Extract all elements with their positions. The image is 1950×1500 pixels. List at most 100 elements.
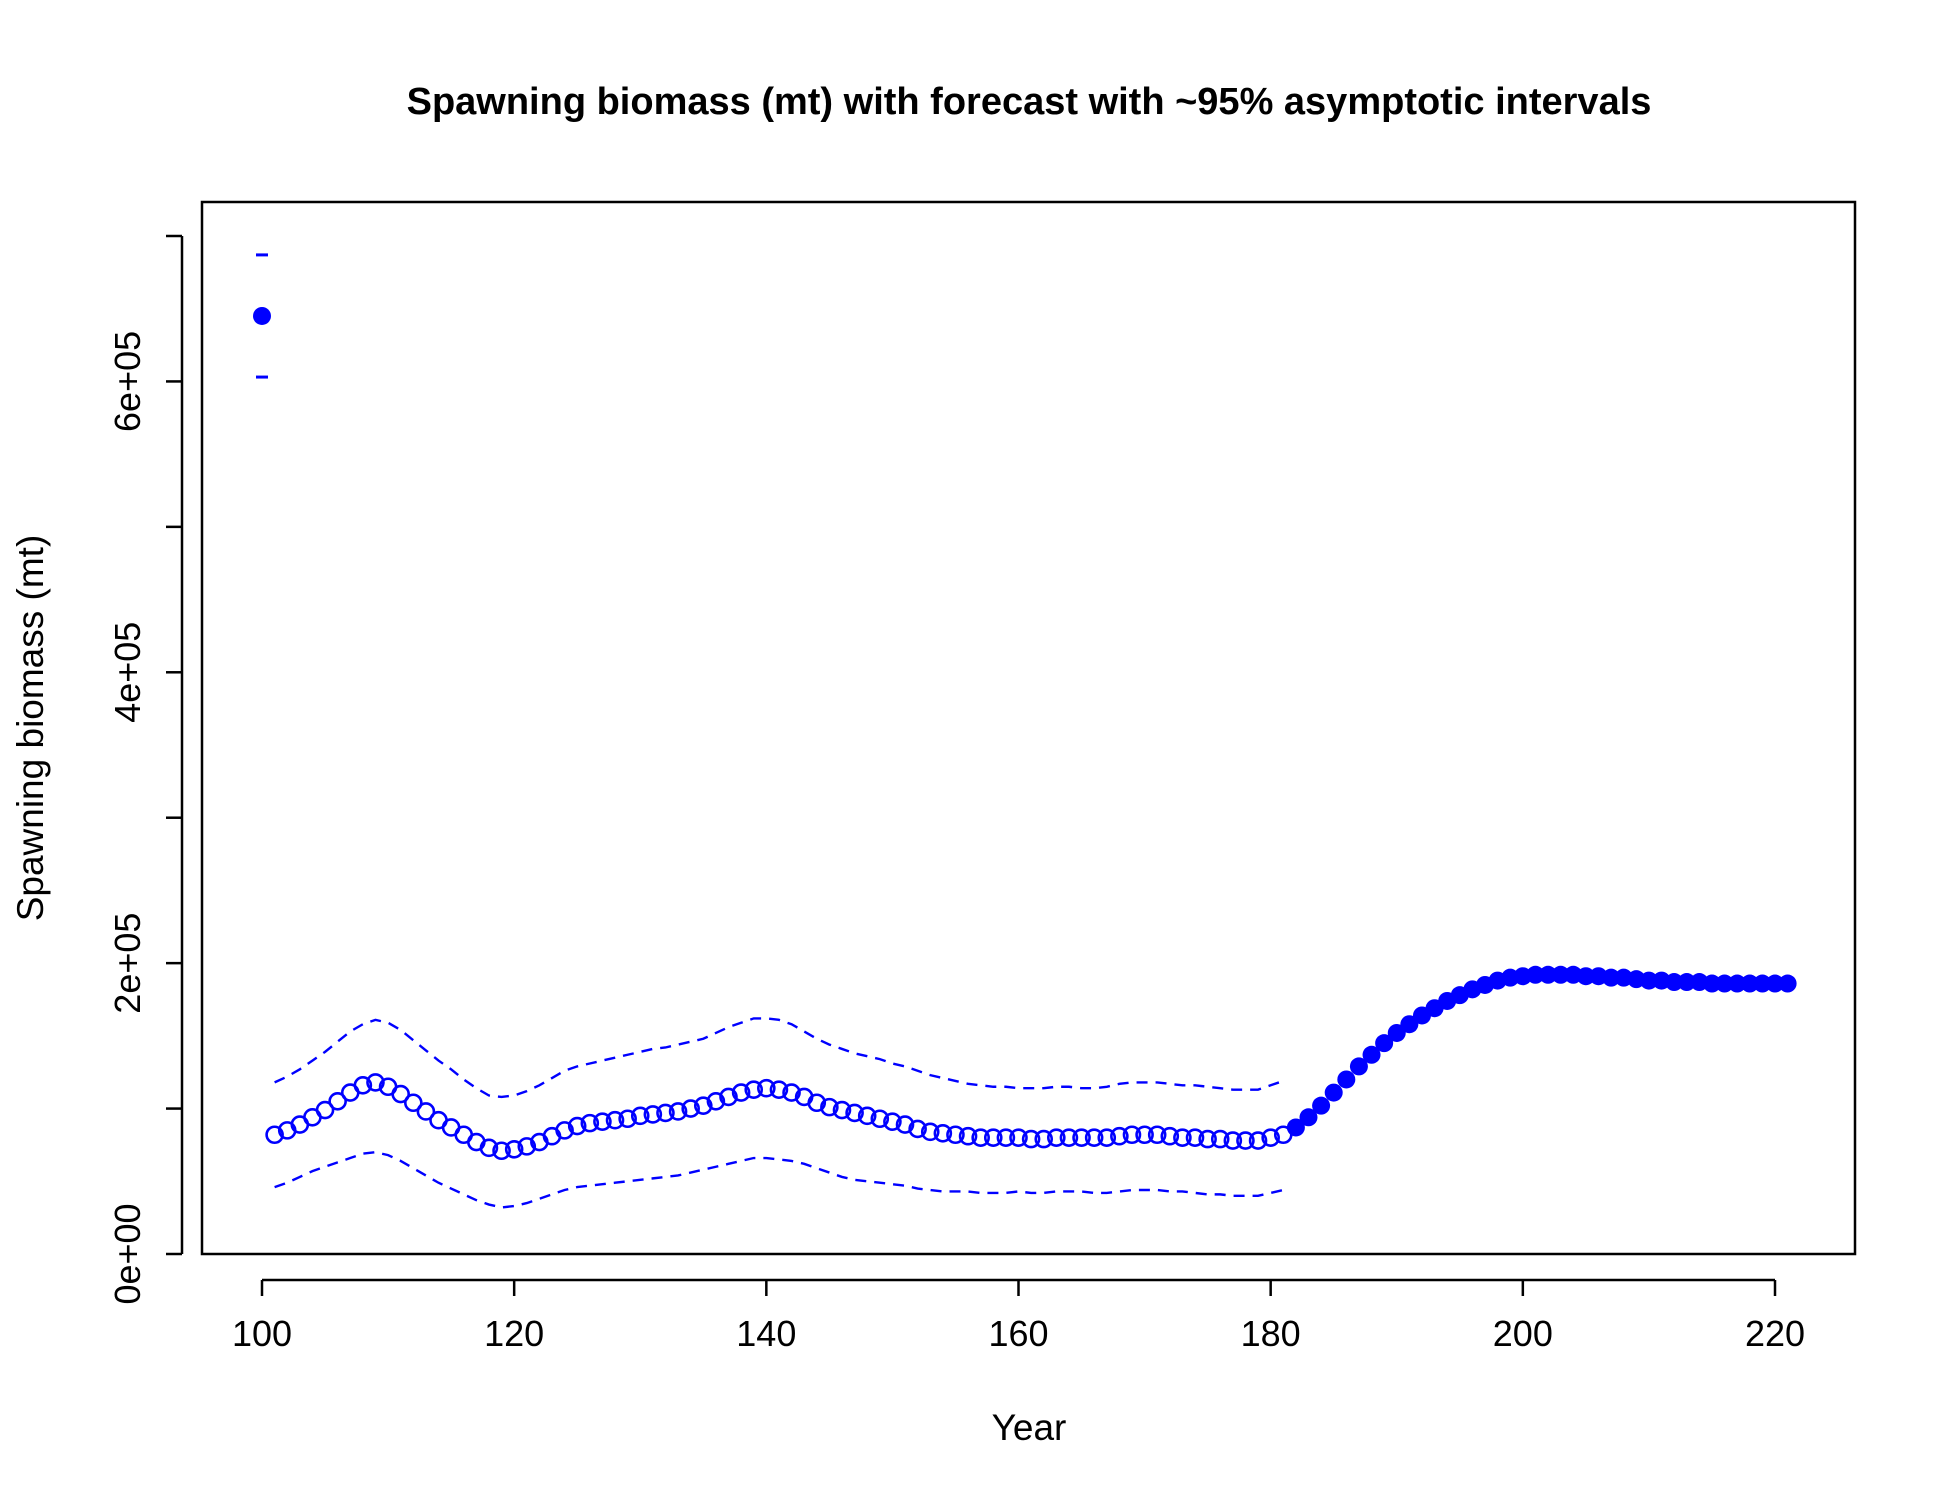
historical-biomass-point (1021, 1129, 1041, 1149)
historical-biomass-point (1084, 1128, 1104, 1147)
historical-biomass-point (504, 1139, 524, 1159)
historical-biomass-point (1210, 1129, 1230, 1149)
historical-biomass-point (1173, 1128, 1192, 1147)
historical-biomass-point (567, 1116, 587, 1136)
forecast-biomass-point (1526, 965, 1545, 984)
historical-biomass-point (656, 1103, 675, 1123)
forecast-biomass-point (1299, 1108, 1318, 1127)
historical-biomass-point (391, 1084, 410, 1104)
historical-biomass-point (782, 1083, 801, 1102)
historical-biomass-point (517, 1137, 537, 1156)
forecast-biomass-point (1539, 965, 1558, 984)
forecast-biomass-point (1753, 974, 1772, 993)
historical-biomass-point (1059, 1128, 1079, 1147)
historical-biomass-point (353, 1076, 373, 1095)
y-tick-label: 6e+05 (107, 331, 148, 432)
forecast-biomass-point (1312, 1096, 1331, 1115)
historical-biomass-point (593, 1112, 612, 1131)
historical-biomass-point (1097, 1128, 1117, 1147)
historical-biomass-point (403, 1093, 423, 1113)
historical-biomass-point (845, 1103, 864, 1123)
forecast-biomass-point (1400, 1015, 1419, 1034)
forecast-biomass-point (1349, 1057, 1368, 1076)
historical-biomass-point (366, 1073, 385, 1092)
historical-biomass-point (580, 1113, 600, 1133)
historical-biomass-point (958, 1126, 978, 1146)
historical-biomass-point (1198, 1129, 1217, 1149)
historical-biomass-point (1160, 1126, 1180, 1146)
forecast-biomass-point (1286, 1118, 1305, 1137)
historical-biomass-point (630, 1106, 650, 1126)
historical-biomass-point (1009, 1128, 1028, 1147)
historical-biomass-point (1185, 1128, 1205, 1147)
x-tick-label: 160 (988, 1313, 1048, 1354)
historical-biomass-point (1122, 1125, 1142, 1145)
data-points (253, 306, 1797, 1161)
historical-biomass-point (908, 1119, 927, 1139)
historical-biomass-point (996, 1128, 1016, 1147)
historical-biomass-point (731, 1083, 751, 1102)
historical-biomass-point (1047, 1128, 1066, 1147)
historical-biomass-point (1236, 1131, 1255, 1150)
historical-biomass-point (933, 1123, 953, 1143)
historical-biomass-point (857, 1106, 877, 1126)
forecast-biomass-point (1740, 974, 1759, 993)
historical-biomass-point (807, 1093, 827, 1113)
confidence-intervals (256, 253, 1284, 1209)
historical-biomass-point (883, 1112, 902, 1131)
historical-biomass-point (832, 1100, 852, 1120)
historical-biomass-point (668, 1102, 688, 1121)
historical-biomass-point (706, 1092, 726, 1111)
forecast-biomass-point (1665, 973, 1684, 992)
forecast-biomass-point (1551, 965, 1570, 984)
historical-biomass-point (1110, 1126, 1129, 1146)
historical-biomass-point (719, 1087, 738, 1107)
x-tick-label: 140 (736, 1313, 796, 1354)
y-axis-ticks: 0e+00 2e+05 4e+05 6e+05 (107, 234, 182, 1305)
historical-biomass-point (1248, 1131, 1268, 1150)
x-tick-label: 200 (1493, 1313, 1553, 1354)
historical-biomass-point (744, 1080, 764, 1099)
historical-biomass-point (870, 1109, 890, 1129)
historical-biomass-point (618, 1109, 637, 1129)
historical-biomass-point (920, 1122, 940, 1142)
virgin-biomass-point (253, 306, 271, 325)
x-tick-label: 100 (232, 1313, 292, 1354)
historical-biomass-point (555, 1121, 574, 1140)
upper-ci-line (274, 1017, 1284, 1099)
chart-title: Spawning biomass (mt) with forecast with… (407, 81, 1652, 123)
historical-biomass-point (971, 1128, 990, 1147)
forecast-biomass-point (1715, 974, 1734, 993)
forecast-biomass-point (1728, 974, 1747, 993)
historical-biomass-point (693, 1096, 713, 1115)
forecast-biomass-point (1778, 974, 1797, 993)
x-tick-label: 180 (1241, 1313, 1301, 1354)
x-tick-label: 120 (484, 1313, 544, 1354)
forecast-biomass-point (1362, 1045, 1381, 1064)
historical-biomass-point (983, 1128, 1003, 1147)
forecast-biomass-point (1375, 1034, 1394, 1053)
historical-biomass-point (946, 1125, 965, 1145)
forecast-biomass-point (1702, 974, 1721, 993)
y-axis-title: Spawning biomass (mt) (10, 535, 51, 922)
historical-biomass-point (1223, 1131, 1243, 1150)
plot-area-frame (200, 200, 1857, 1256)
y-tick-label: 0e+00 (107, 1203, 148, 1304)
historical-biomass-point (605, 1110, 625, 1130)
forecast-biomass-point (1766, 974, 1784, 993)
historical-biomass-point (328, 1092, 347, 1111)
forecast-biomass-point (1387, 1023, 1406, 1042)
forecast-biomass-point (1324, 1083, 1343, 1102)
y-tick-label: 2e+05 (107, 913, 148, 1014)
historical-biomass-point (1261, 1128, 1280, 1147)
x-tick-label: 220 (1745, 1313, 1805, 1354)
forecast-biomass-point (1337, 1070, 1356, 1089)
forecast-biomass-point (1677, 973, 1696, 992)
x-axis-ticks: 100 120 140 160 180 200 220 (232, 1280, 1805, 1354)
forecast-biomass-point (1602, 968, 1621, 987)
historical-biomass-point (492, 1141, 511, 1161)
historical-biomass-point (1135, 1125, 1154, 1145)
historical-biomass-point (681, 1099, 700, 1118)
